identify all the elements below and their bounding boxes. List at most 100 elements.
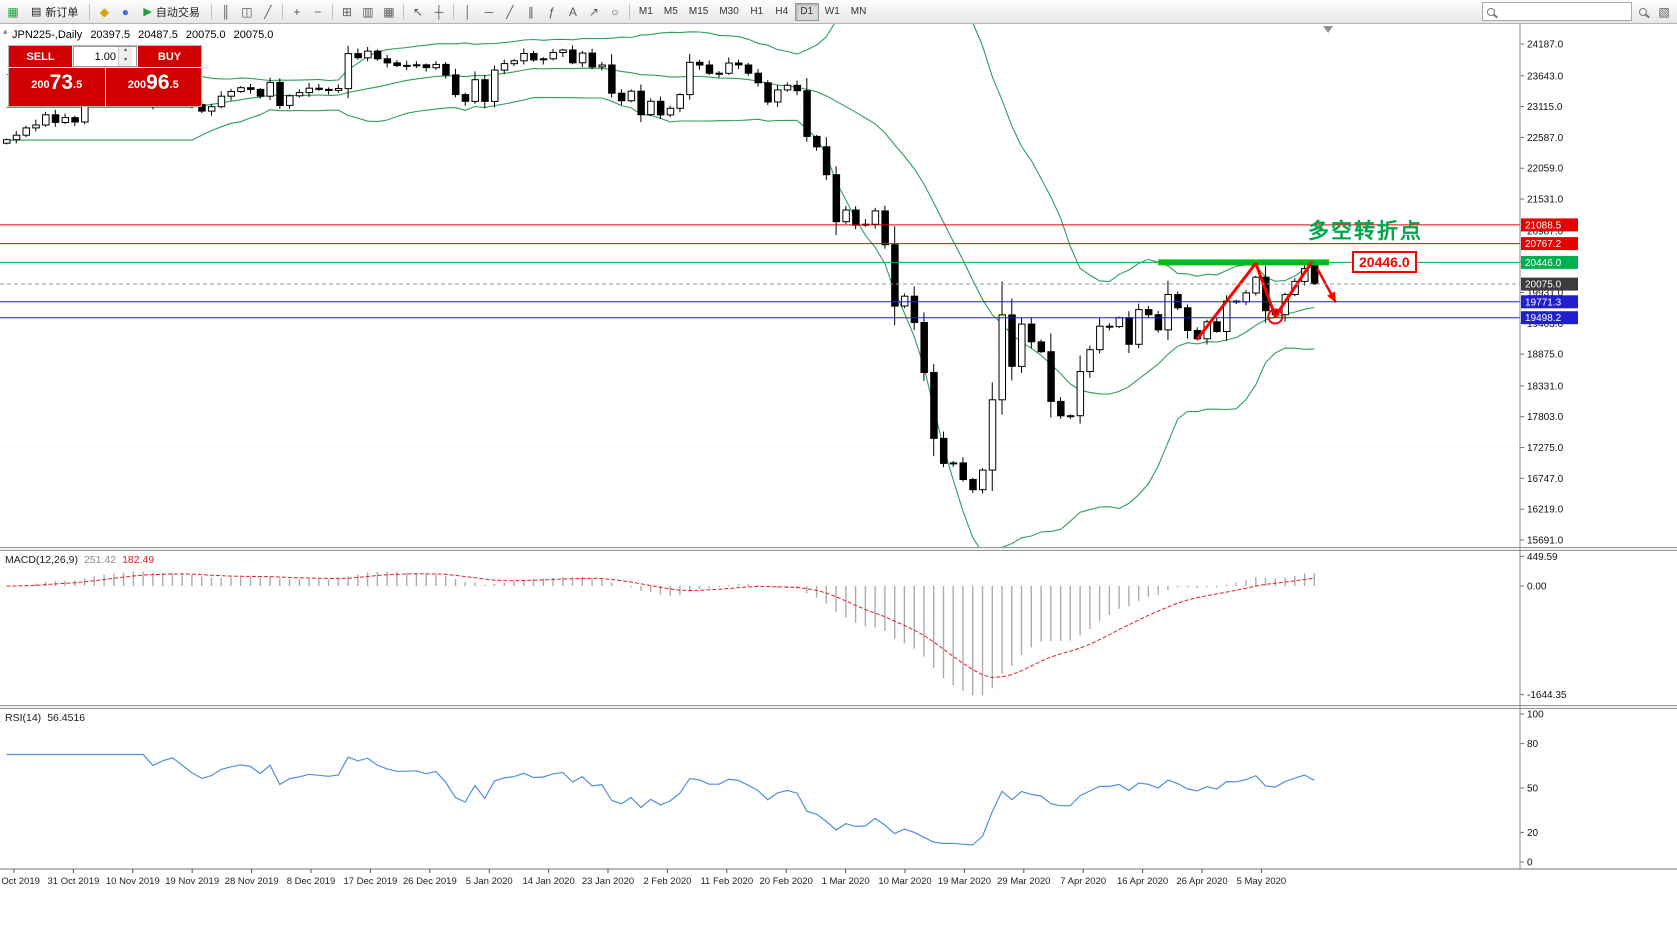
candle xyxy=(725,62,733,74)
chart-profiles-icon[interactable]: ▥ xyxy=(362,4,374,19)
search-input[interactable] xyxy=(1499,5,1627,18)
candle xyxy=(42,114,50,126)
chart-shift-marker[interactable] xyxy=(1323,26,1334,33)
fibonacci-icon[interactable]: ƒ xyxy=(548,4,556,19)
price-axis-label: 16219.0 xyxy=(1527,505,1564,516)
candle xyxy=(530,53,538,61)
line-chart-icon[interactable]: ╱ xyxy=(264,4,272,19)
date-label: 23 Jan 2020 xyxy=(582,876,634,887)
horizontal-line-icon[interactable]: ─ xyxy=(484,4,494,19)
chart-canvas[interactable]: 24187.0 23643.0 23115.0 22587.0 22059.0 21531… xyxy=(0,24,1677,946)
candle xyxy=(315,87,323,90)
date-label: 19 Nov 2019 xyxy=(165,876,219,887)
timeframe-button-w1[interactable]: W1 xyxy=(820,3,845,21)
volume-box: ▴ ▾ xyxy=(73,46,137,67)
candle xyxy=(930,372,938,439)
candle xyxy=(1135,309,1143,345)
window-layout-icon[interactable]: ▧ xyxy=(1658,4,1670,19)
crosshair-icon[interactable]: ┼ xyxy=(434,4,444,19)
candle xyxy=(412,64,421,67)
timeframe-button-h1[interactable]: H1 xyxy=(745,3,769,21)
candle xyxy=(266,81,275,97)
bar-chart-icon[interactable]: ║ xyxy=(221,4,231,19)
buy-button[interactable]: BUY xyxy=(138,46,201,67)
vertical-line-icon[interactable]: │ xyxy=(464,4,472,19)
timeframe-button-m30[interactable]: M30 xyxy=(714,3,743,21)
candle xyxy=(715,72,723,75)
candle xyxy=(803,90,811,137)
candle xyxy=(979,469,987,491)
rsi-axis-label: 20 xyxy=(1527,828,1539,839)
new-order-button[interactable]: ▤ 新订单 xyxy=(24,2,85,22)
price-axis-label: 22587.0 xyxy=(1527,133,1564,144)
macd-value-main: 251.42 xyxy=(83,554,117,566)
timeframe-button-m5[interactable]: M5 xyxy=(659,3,683,21)
candle xyxy=(656,100,665,116)
panel-splitter[interactable] xyxy=(0,547,1677,551)
timeframe-button-m1[interactable]: M1 xyxy=(634,3,658,21)
timeframe-button-mn[interactable]: MN xyxy=(846,3,872,21)
symbol-search[interactable] xyxy=(1482,2,1632,21)
trendline-icon[interactable]: ╱ xyxy=(506,4,514,19)
candle xyxy=(1154,314,1163,331)
channel-icon[interactable]: ∥ xyxy=(527,4,534,19)
candle xyxy=(3,139,11,144)
timeframe-button-m15[interactable]: M15 xyxy=(684,3,713,21)
panel-splitter[interactable] xyxy=(0,705,1677,709)
candle xyxy=(393,62,401,67)
candle xyxy=(988,399,997,471)
timeframe-button-h4[interactable]: H4 xyxy=(770,3,794,21)
candle xyxy=(500,63,509,71)
sell-price[interactable]: 200 73.5 xyxy=(9,68,105,106)
date-label: 10 Mar 2020 xyxy=(878,876,931,887)
buy-price[interactable]: 200 96.5 xyxy=(105,68,201,106)
candle xyxy=(1164,294,1172,331)
resistance-price-label[interactable]: 20446.0 xyxy=(1352,251,1417,273)
rsi-axis-label: 0 xyxy=(1527,858,1533,869)
volume-down-spinner[interactable]: ▾ xyxy=(119,56,132,66)
text-icon[interactable]: A xyxy=(568,4,577,19)
one-click-toggle[interactable]: ▴ xyxy=(3,26,8,36)
terminal-icon[interactable]: ▦ xyxy=(7,4,19,19)
candle xyxy=(1066,415,1075,418)
candle xyxy=(471,79,479,102)
ohlc-readout: JPN225-,Daily 20397.5 20487.5 20075.0 20… xyxy=(12,29,273,41)
volume-up-spinner[interactable]: ▴ xyxy=(119,47,132,57)
rsi-indicator-label: RSI(14) 56.4516 xyxy=(5,712,85,724)
candle xyxy=(442,63,450,76)
shapes-icon[interactable]: ○ xyxy=(611,4,619,19)
candlestick-icon[interactable]: ◫ xyxy=(241,4,253,19)
market-icon[interactable]: ◆ xyxy=(99,4,110,19)
macd-axis-label: 449.59 xyxy=(1527,552,1558,563)
toolbar-separator xyxy=(628,3,630,20)
timeframe-button-d1[interactable]: D1 xyxy=(794,2,819,21)
trend-zigzag[interactable] xyxy=(1196,260,1314,341)
rsi-axis-label: 100 xyxy=(1527,710,1544,721)
zoom-in-icon[interactable]: + xyxy=(293,4,301,19)
macd-indicator-label: MACD(12,26,9) 251.42 182.49 xyxy=(5,554,154,566)
date-label: 16 Apr 2020 xyxy=(1117,876,1168,887)
sell-button[interactable]: SELL xyxy=(9,46,72,67)
volume-input[interactable] xyxy=(74,47,118,66)
arrows-icon[interactable]: ↗ xyxy=(588,4,599,19)
search-button-icon[interactable] xyxy=(1633,2,1653,21)
date-label: 19 Mar 2020 xyxy=(938,876,991,887)
candle xyxy=(364,50,372,59)
candle xyxy=(852,209,860,226)
new-chart-icon[interactable]: ⊞ xyxy=(341,4,352,19)
candle xyxy=(549,52,558,60)
tile-windows-icon[interactable]: ▦ xyxy=(383,4,395,19)
candle xyxy=(686,61,694,96)
price-badge xyxy=(1521,255,1578,269)
turning-point-annotation[interactable]: 多空转折点 xyxy=(1308,220,1423,243)
candle xyxy=(1105,325,1114,328)
date-label: 8 Dec 2019 xyxy=(287,876,336,887)
zoom-out-icon[interactable]: − xyxy=(314,4,322,19)
signals-icon[interactable]: ● xyxy=(121,4,130,19)
candle xyxy=(32,124,40,129)
chart-area[interactable]: 24187.0 23643.0 23115.0 22587.0 22059.0 21531… xyxy=(0,24,1677,946)
cursor-icon[interactable]: ↖ xyxy=(412,4,423,19)
candle xyxy=(881,210,889,246)
pivot-circle[interactable] xyxy=(1267,308,1284,325)
autotrading-button[interactable]: ▶ 自动交易 xyxy=(136,2,206,22)
